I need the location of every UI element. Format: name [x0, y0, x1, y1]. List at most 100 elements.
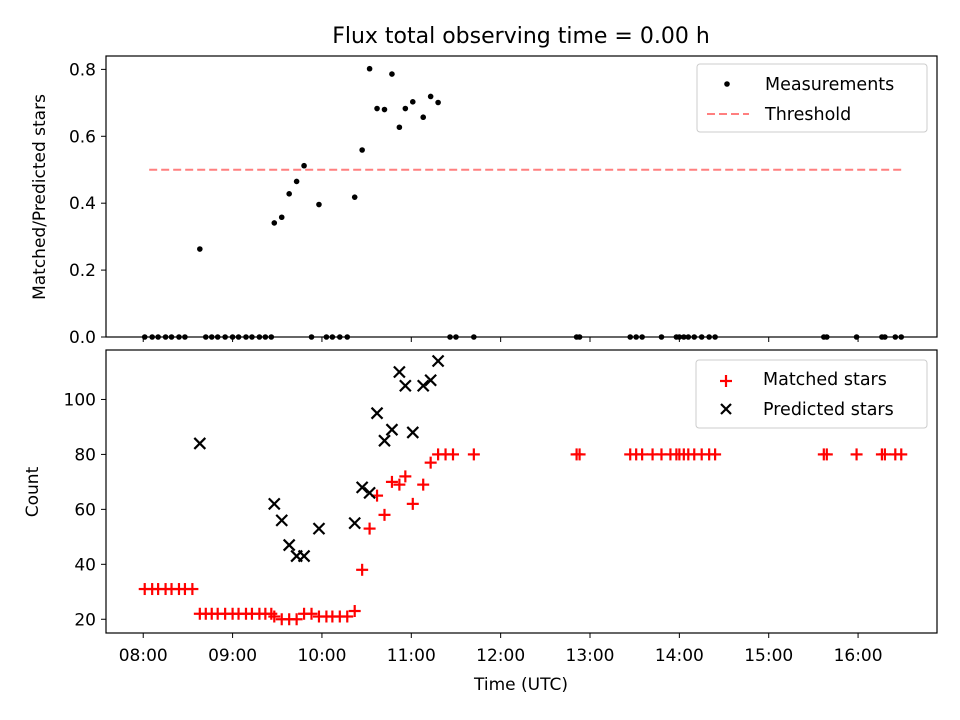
- predicted-star-point: [393, 365, 406, 379]
- measurement-point: [351, 194, 358, 200]
- bottom-y-tick-label: 80: [74, 445, 96, 465]
- predicted-star-point: [275, 514, 289, 527]
- matched-star-point: [467, 448, 480, 461]
- bottom-legend-frame: [695, 359, 928, 429]
- top-y-tick-label: 0.8: [69, 60, 96, 80]
- measurement-point: [293, 178, 300, 185]
- matched-star-point: [820, 448, 833, 461]
- predicted-star-point: [416, 379, 430, 392]
- matched-star-point: [424, 456, 437, 469]
- matched-star-point: [850, 448, 863, 461]
- legend-measurements-marker: [724, 81, 730, 87]
- bottom-y-tick-label: 100: [64, 390, 96, 410]
- x-tick-label: 15:00: [744, 646, 793, 666]
- measurement-point: [301, 162, 307, 169]
- top-plot-frame: [105, 55, 938, 338]
- measurement-point: [389, 71, 395, 77]
- matched-star-point: [709, 448, 722, 461]
- matched-star-point: [406, 497, 419, 510]
- predicted-star-point: [348, 516, 361, 530]
- legend-predicted-label: Predicted stars: [763, 400, 894, 420]
- top-y-tick-label: 0.6: [69, 127, 96, 147]
- matched-star-point: [341, 610, 354, 623]
- predicted-star-point: [355, 481, 369, 494]
- measurement-point: [278, 214, 285, 221]
- measurement-point: [316, 201, 322, 208]
- x-tick-label: 16:00: [834, 646, 883, 666]
- bottom-y-tick-label: 40: [74, 555, 96, 575]
- predicted-star-point: [268, 497, 281, 511]
- x-tick-label: 11:00: [387, 646, 436, 666]
- bottom-y-axis-label: Count: [23, 466, 43, 517]
- x-tick-label: 14:00: [655, 646, 704, 666]
- predicted-stars-series: [193, 354, 445, 563]
- matched-star-point: [385, 475, 398, 488]
- measurement-point: [374, 105, 380, 112]
- measurement-point: [286, 191, 292, 197]
- bottom-plot-frame: [105, 349, 938, 634]
- matched-star-point: [417, 478, 430, 491]
- matched-star-point: [393, 478, 406, 491]
- measurement-point: [381, 106, 388, 113]
- x-tick-label: 12:00: [476, 646, 525, 666]
- matched-star-point: [348, 605, 361, 618]
- top-y-tick-label: 0.4: [69, 194, 96, 214]
- matched-star-point: [363, 522, 376, 535]
- predicted-star-point: [399, 379, 412, 392]
- measurement-point: [427, 93, 434, 100]
- predicted-star-point: [370, 406, 384, 420]
- predicted-star-point: [378, 434, 391, 447]
- x-tick-label: 08:00: [119, 646, 168, 666]
- bottom-axis-ticks: 20 40 60 80 100 08:00 09:00 10:00 11:00 12:00 13:0…: [64, 390, 883, 666]
- top-y-tick-label: 0.2: [69, 261, 96, 281]
- matched-star-point: [268, 610, 281, 623]
- measurement-point: [435, 99, 441, 106]
- predicted-star-point: [363, 486, 376, 500]
- legend-matched-label: Matched stars: [763, 370, 887, 390]
- bottom-y-tick-label: 60: [74, 500, 96, 520]
- predicted-star-point: [282, 538, 296, 552]
- legend-threshold-label: Threshold: [764, 105, 851, 125]
- top-legend: Measurements Threshold: [696, 63, 928, 133]
- matched-star-point: [446, 448, 459, 461]
- matched-star-point: [378, 508, 391, 521]
- matched-star-point: [636, 448, 649, 461]
- legend-measurements-label: Measurements: [765, 75, 894, 95]
- figure-title: Flux total observing time = 0.00 h: [332, 24, 710, 49]
- x-axis-label: Time (UTC): [473, 675, 568, 695]
- predicted-star-point: [193, 437, 207, 450]
- measurement-point: [366, 65, 373, 72]
- bottom-panel: 20 40 60 80 100 08:00 09:00 10:00 11:00 12:00 13:0…: [23, 349, 938, 695]
- predicted-star-point: [297, 549, 311, 563]
- matched-star-point: [878, 448, 891, 461]
- measurement-point: [409, 99, 416, 105]
- legend-matched-marker: [720, 375, 732, 387]
- top-y-tick-label: 0.0: [69, 328, 96, 348]
- measurement-point: [271, 220, 278, 226]
- top-y-axis-label: Matched/Predicted stars: [30, 94, 50, 300]
- x-tick-label: 10:00: [297, 646, 346, 666]
- legend-predicted-marker: [720, 403, 732, 415]
- top-panel: 0.00.20.40.60.8 Matched/Predicted stars …: [30, 55, 938, 348]
- matched-star-point: [399, 470, 412, 483]
- predicted-star-point: [312, 522, 326, 535]
- x-tick-label: 13:00: [566, 646, 615, 666]
- matched-star-point: [290, 613, 303, 626]
- measurement-point: [197, 246, 203, 252]
- measurement-point: [359, 147, 365, 153]
- predicted-star-point: [431, 354, 445, 368]
- matched-star-point: [356, 563, 369, 576]
- measurement-point: [396, 124, 403, 131]
- matched-star-point: [305, 607, 318, 620]
- bottom-legend: Matched stars Predicted stars: [695, 359, 928, 429]
- bottom-y-tick-label: 20: [74, 610, 96, 630]
- x-tick-label: 09:00: [208, 646, 257, 666]
- matched-star-point: [186, 583, 199, 596]
- predicted-star-point: [406, 426, 420, 439]
- matched-star-point: [573, 448, 586, 461]
- measurement-point: [402, 105, 409, 112]
- matched-star-point: [895, 448, 908, 461]
- predicted-star-point: [385, 423, 399, 436]
- measurement-point: [420, 114, 427, 121]
